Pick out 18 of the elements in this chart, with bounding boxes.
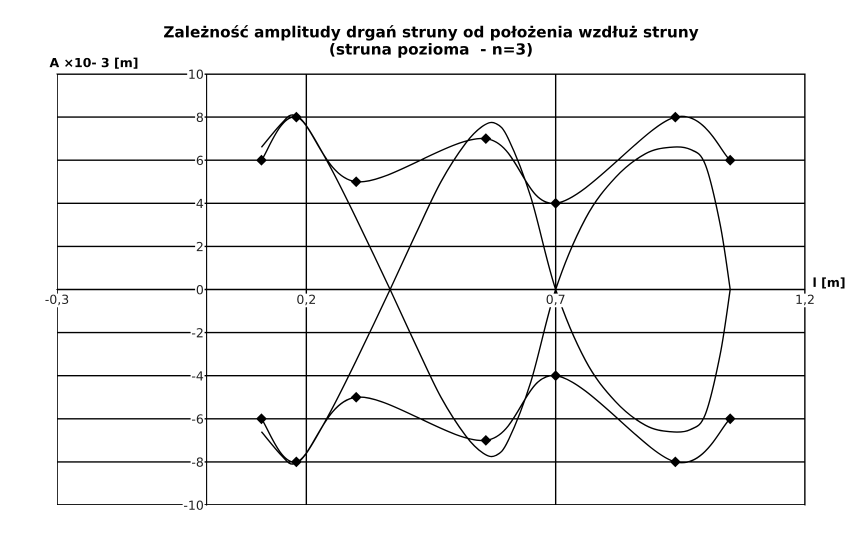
chart-title: Zależność amplitudy drgań struny od położenia wzdłuż struny (struna pozioma - n=3) (164, 25, 698, 58)
y-tick-label: -2 (192, 328, 203, 338)
y-axis-title: A ×10- 3 [m] (50, 58, 138, 69)
y-tick-label: -10 (184, 500, 203, 510)
y-tick-label: 8 (196, 112, 203, 122)
x-tick-label: 0,7 (546, 294, 565, 306)
y-tick-label: 0 (196, 284, 203, 294)
y-tick-label: -4 (192, 371, 204, 380)
y-tick-label: -8 (192, 457, 203, 467)
x-tick-label: 1,2 (796, 294, 814, 306)
x-tick-label: -0,3 (45, 294, 68, 306)
y-tick-label: -6 (192, 414, 204, 424)
x-axis-title: l [m] (814, 277, 844, 289)
y-tick-label: 10 (189, 69, 203, 79)
x-tick-label: 0,2 (297, 294, 316, 306)
y-tick-label: 2 (196, 242, 203, 252)
y-tick-label: 4 (196, 198, 204, 208)
y-tick-label: 6 (196, 156, 204, 166)
